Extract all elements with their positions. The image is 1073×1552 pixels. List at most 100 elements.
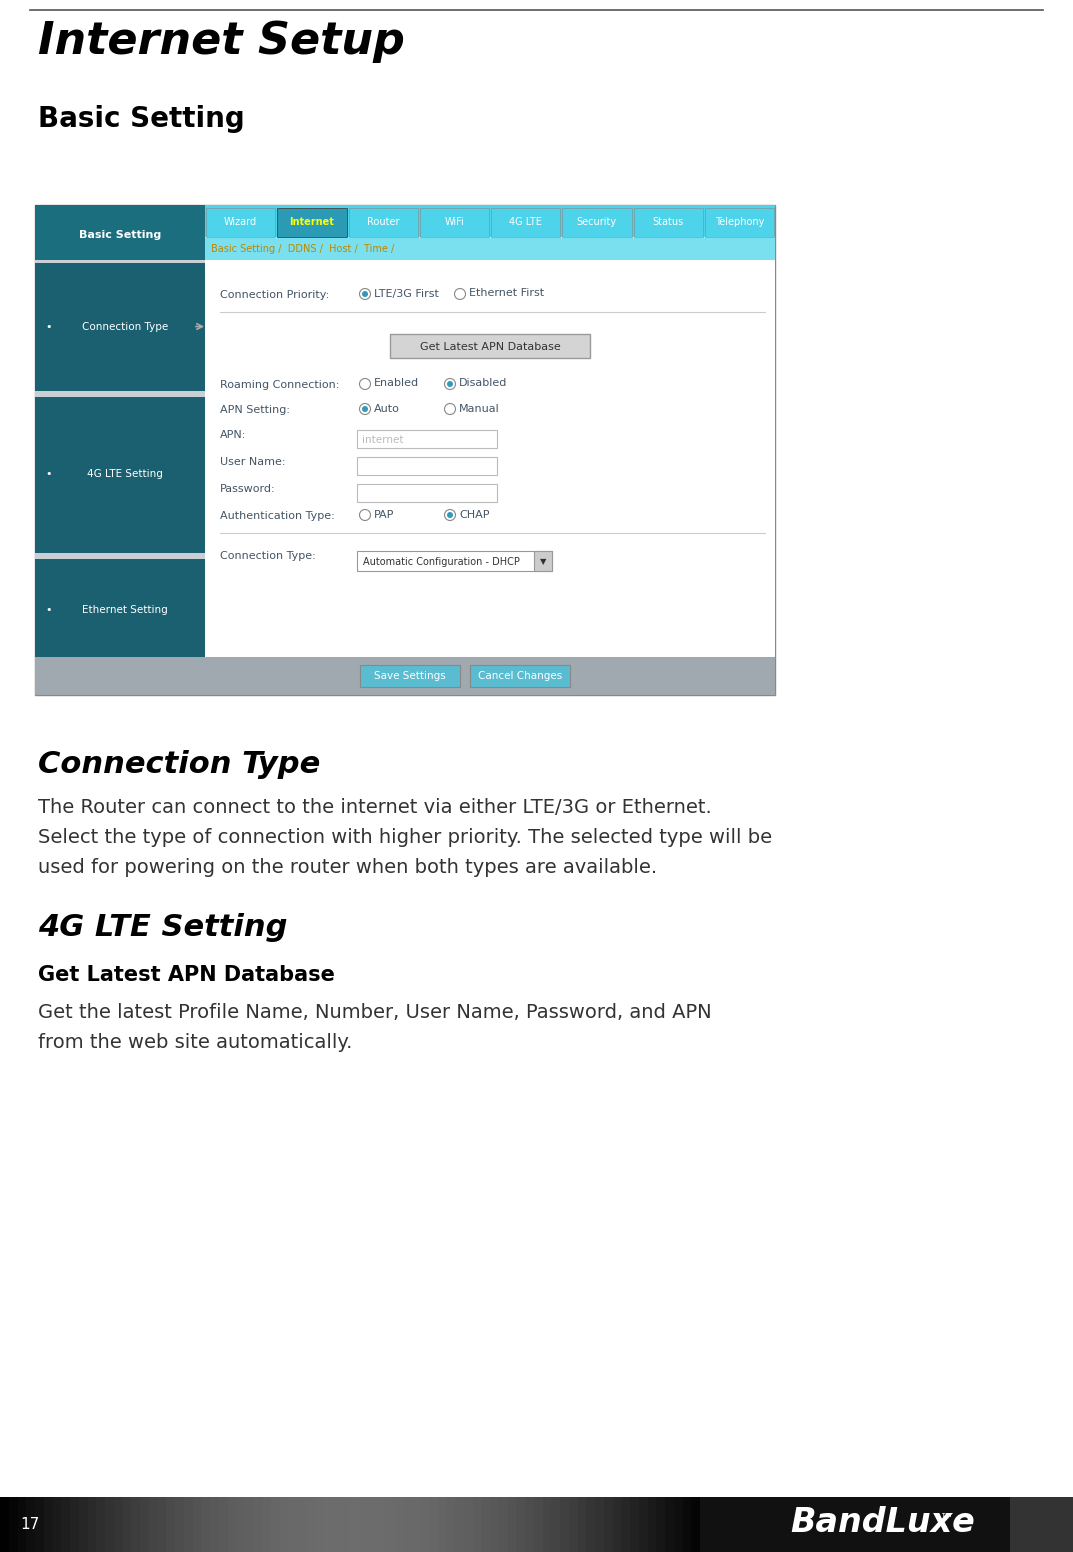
Circle shape bbox=[447, 512, 453, 518]
Text: from the web site automatically.: from the web site automatically. bbox=[38, 1034, 352, 1052]
Bar bbox=[88, 1498, 97, 1552]
Text: 17: 17 bbox=[20, 1516, 40, 1532]
Bar bbox=[674, 1498, 682, 1552]
Bar bbox=[577, 1498, 586, 1552]
Circle shape bbox=[447, 380, 453, 386]
Bar bbox=[349, 208, 417, 237]
Bar bbox=[78, 1498, 88, 1552]
Text: Manual: Manual bbox=[459, 404, 500, 413]
Bar bbox=[289, 1498, 297, 1552]
Bar bbox=[158, 1498, 166, 1552]
Text: Select the type of connection with higher priority. The selected type will be: Select the type of connection with highe… bbox=[38, 829, 773, 847]
Bar bbox=[175, 1498, 183, 1552]
Bar bbox=[358, 1498, 367, 1552]
Bar bbox=[44, 1498, 53, 1552]
Text: Wizard: Wizard bbox=[224, 217, 258, 227]
Text: Internet: Internet bbox=[290, 217, 335, 227]
Bar bbox=[253, 1498, 263, 1552]
Bar bbox=[613, 1498, 621, 1552]
Bar bbox=[377, 1498, 385, 1552]
Bar bbox=[350, 1498, 358, 1552]
Bar bbox=[9, 1498, 17, 1552]
Bar bbox=[205, 205, 775, 237]
Text: Get Latest APN Database: Get Latest APN Database bbox=[420, 341, 560, 352]
Bar bbox=[192, 1498, 202, 1552]
Bar bbox=[17, 1498, 26, 1552]
Circle shape bbox=[362, 407, 368, 411]
Bar bbox=[499, 1498, 508, 1552]
Bar bbox=[35, 397, 205, 553]
Text: Roaming Connection:: Roaming Connection: bbox=[220, 380, 339, 390]
Bar bbox=[26, 1498, 35, 1552]
Bar bbox=[122, 1498, 131, 1552]
Bar bbox=[385, 1498, 394, 1552]
Bar bbox=[333, 1498, 341, 1552]
Text: Basic Setting: Basic Setting bbox=[38, 106, 245, 133]
Bar bbox=[604, 1498, 613, 1552]
Bar bbox=[596, 1498, 604, 1552]
Bar bbox=[149, 1498, 158, 1552]
Circle shape bbox=[359, 379, 370, 390]
Text: Connection Type:: Connection Type: bbox=[220, 551, 315, 560]
Bar bbox=[470, 664, 570, 688]
Text: Ethernet Setting: Ethernet Setting bbox=[83, 605, 167, 616]
Text: The Router can connect to the internet via either LTE/3G or Ethernet.: The Router can connect to the internet v… bbox=[38, 798, 711, 816]
Text: Auto: Auto bbox=[374, 404, 400, 413]
Bar bbox=[277, 208, 347, 237]
Bar bbox=[1010, 1498, 1073, 1552]
Bar bbox=[166, 1498, 175, 1552]
Bar bbox=[357, 484, 497, 501]
Bar bbox=[367, 1498, 377, 1552]
Bar bbox=[35, 559, 205, 663]
Text: 4G LTE: 4G LTE bbox=[510, 217, 542, 227]
Text: ▼: ▼ bbox=[540, 557, 546, 566]
Bar bbox=[97, 1498, 105, 1552]
Bar bbox=[35, 656, 775, 695]
Text: •: • bbox=[45, 605, 52, 616]
Text: Basic Setting /  DDNS /  Host /  Time /: Basic Setting / DDNS / Host / Time / bbox=[211, 244, 394, 255]
Bar bbox=[691, 1498, 700, 1552]
Bar bbox=[35, 262, 205, 391]
Text: 4G LTE Setting: 4G LTE Setting bbox=[38, 913, 288, 942]
Text: Telephony: Telephony bbox=[715, 217, 764, 227]
Text: Cancel Changes: Cancel Changes bbox=[477, 670, 562, 681]
Circle shape bbox=[362, 292, 368, 296]
Bar bbox=[402, 1498, 411, 1552]
Bar bbox=[446, 1498, 455, 1552]
Bar bbox=[280, 1498, 289, 1552]
Text: Enabled: Enabled bbox=[374, 379, 420, 388]
Bar bbox=[420, 208, 489, 237]
Bar bbox=[361, 664, 460, 688]
Bar bbox=[411, 1498, 420, 1552]
Bar bbox=[210, 1498, 219, 1552]
Bar bbox=[464, 1498, 472, 1552]
Bar bbox=[263, 1498, 271, 1552]
Text: Security: Security bbox=[577, 217, 617, 227]
Text: Get Latest APN Database: Get Latest APN Database bbox=[38, 965, 335, 986]
Bar bbox=[633, 208, 703, 237]
Circle shape bbox=[455, 289, 466, 300]
Bar bbox=[357, 430, 497, 449]
Bar bbox=[394, 1498, 402, 1552]
Text: used for powering on the router when both types are available.: used for powering on the router when bot… bbox=[38, 858, 657, 877]
Bar bbox=[560, 1498, 569, 1552]
Text: APN Setting:: APN Setting: bbox=[220, 405, 290, 414]
Bar bbox=[647, 1498, 657, 1552]
Bar bbox=[525, 1498, 533, 1552]
Text: Ethernet First: Ethernet First bbox=[469, 289, 544, 298]
Text: Authentication Type:: Authentication Type: bbox=[220, 511, 335, 521]
Text: WiFi: WiFi bbox=[444, 217, 465, 227]
Bar bbox=[682, 1498, 691, 1552]
Circle shape bbox=[444, 509, 456, 520]
Text: Connection Priority:: Connection Priority: bbox=[220, 290, 329, 300]
Text: Get the latest Profile Name, Number, User Name, Password, and APN: Get the latest Profile Name, Number, Use… bbox=[38, 1003, 711, 1023]
Text: Status: Status bbox=[652, 217, 684, 227]
Circle shape bbox=[444, 379, 456, 390]
Bar bbox=[114, 1498, 122, 1552]
Bar bbox=[569, 1498, 577, 1552]
Bar bbox=[490, 1498, 499, 1552]
Bar bbox=[206, 208, 276, 237]
Bar bbox=[665, 1498, 674, 1552]
Text: PAP: PAP bbox=[374, 509, 395, 520]
Bar bbox=[0, 1498, 1073, 1552]
